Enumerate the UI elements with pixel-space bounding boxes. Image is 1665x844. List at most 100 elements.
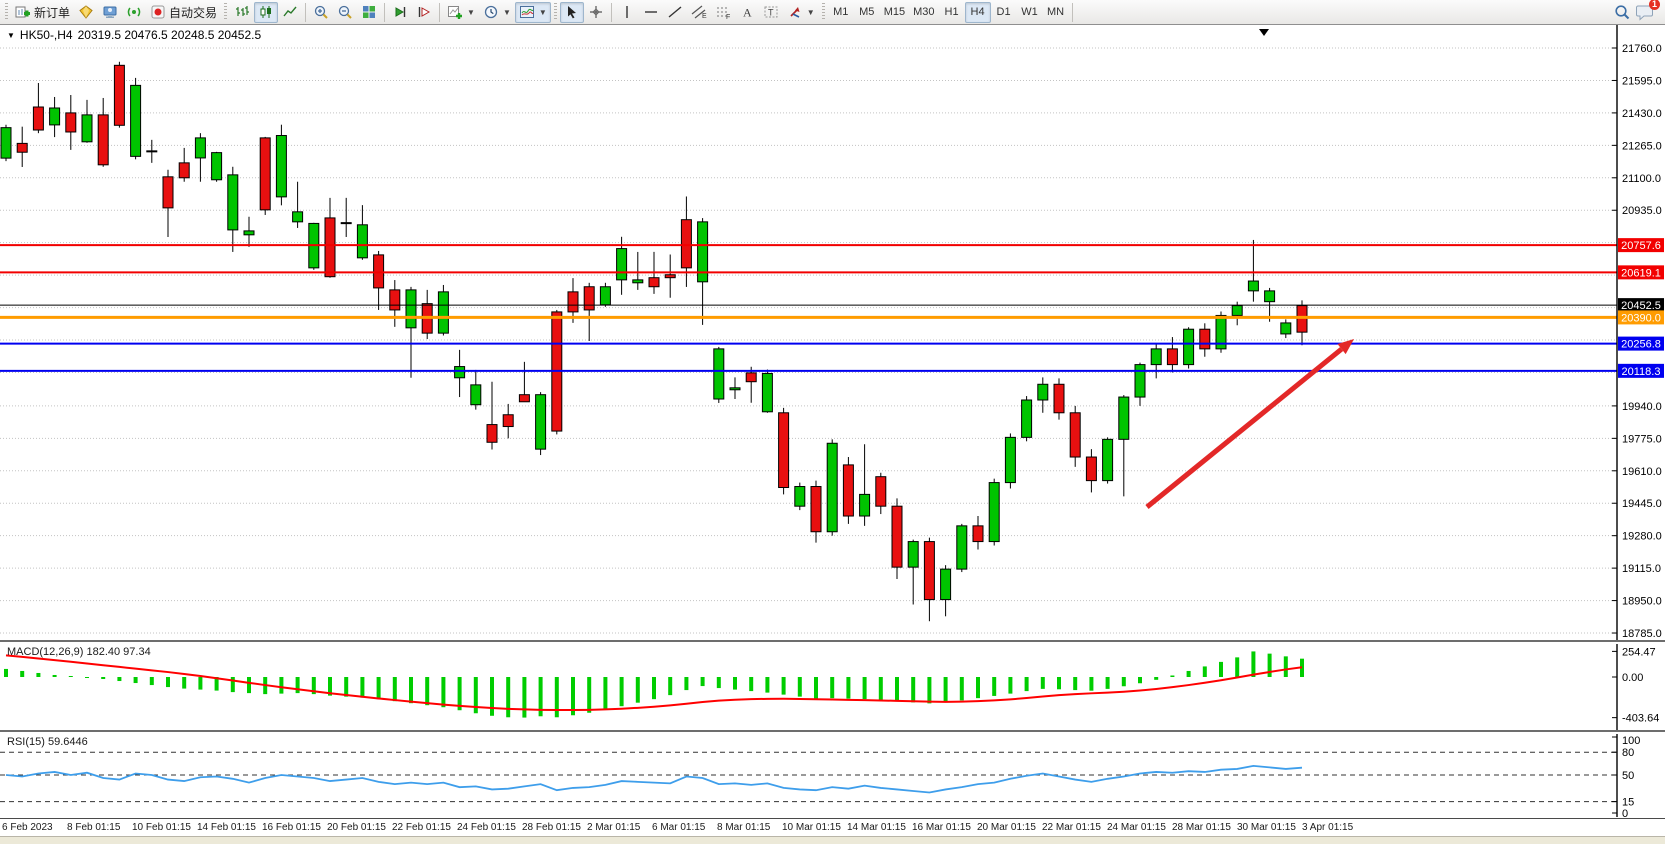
macd-histogram-bar bbox=[1138, 677, 1142, 684]
candle bbox=[810, 486, 822, 533]
zoom-out-button[interactable] bbox=[333, 2, 357, 23]
tile-windows-button[interactable] bbox=[357, 2, 381, 23]
macd-histogram-bar bbox=[619, 677, 624, 707]
candle bbox=[1264, 290, 1276, 303]
timeframe-button-m15[interactable]: M15 bbox=[880, 2, 909, 23]
timeframe-button-m1[interactable]: M1 bbox=[828, 2, 854, 23]
price-tick-label: 19610.0 bbox=[1622, 466, 1662, 478]
signals-button[interactable] bbox=[122, 2, 146, 23]
chart-ohlc-values: 20319.5 20476.5 20248.5 20452.5 bbox=[77, 28, 262, 42]
macd-histogram-bar bbox=[68, 675, 73, 677]
macd-histogram-bar bbox=[846, 677, 851, 699]
timeframe-button-mn[interactable]: MN bbox=[1043, 2, 1069, 23]
date-label: 8 Mar 01:15 bbox=[717, 822, 771, 833]
search-button[interactable] bbox=[1609, 2, 1635, 23]
vertical-line-button[interactable] bbox=[615, 2, 639, 23]
timeframe-button-w1[interactable]: W1 bbox=[1017, 2, 1043, 23]
candle bbox=[1231, 305, 1243, 316]
price-level-badge bbox=[1618, 238, 1664, 253]
trendline-button[interactable] bbox=[663, 2, 687, 23]
cursor-button[interactable] bbox=[559, 1, 584, 23]
macd-histogram-bar bbox=[959, 677, 964, 701]
macd-histogram-bar bbox=[344, 677, 349, 697]
candle bbox=[502, 414, 514, 428]
candle bbox=[1280, 322, 1292, 335]
auto-trading-button[interactable]: 自动交易 bbox=[146, 2, 221, 23]
macd-histogram-bar bbox=[830, 677, 835, 699]
equidistant-channel-icon: E bbox=[691, 4, 707, 20]
macd-histogram-bar bbox=[182, 677, 187, 689]
rsi-value: 59.6446 bbox=[47, 736, 88, 748]
candle bbox=[583, 286, 595, 311]
periods-button[interactable]: ▼ bbox=[479, 2, 515, 23]
macd-histogram-bar bbox=[1089, 677, 1094, 691]
fibonacci-button[interactable]: F bbox=[711, 2, 735, 23]
trend-arrow bbox=[1145, 347, 1344, 509]
candle bbox=[1118, 396, 1130, 440]
price-tick-label: 18950.0 bbox=[1622, 596, 1662, 608]
macd-histogram-bar bbox=[781, 677, 786, 695]
candle bbox=[130, 84, 142, 157]
line-chart-button[interactable] bbox=[278, 2, 302, 23]
macd-histogram-bar bbox=[1121, 677, 1126, 687]
candle bbox=[875, 476, 887, 507]
timeframe-button-m5[interactable]: M5 bbox=[854, 2, 880, 23]
zoom-in-button[interactable] bbox=[309, 2, 333, 23]
candle bbox=[907, 541, 919, 568]
candle bbox=[826, 442, 838, 533]
time-axis[interactable]: 6 Feb 2023 8 Feb 01:15 10 Feb 01:15 14 Feb … bbox=[0, 818, 1665, 837]
templates-button[interactable]: ▼ bbox=[514, 1, 551, 23]
macd-canvas[interactable]: 254.47 0.00 -403.64 bbox=[0, 644, 1665, 730]
text-label-button[interactable]: T bbox=[759, 2, 783, 23]
candle bbox=[1215, 314, 1227, 350]
channel-button[interactable]: E bbox=[687, 2, 711, 23]
mql5-community-button[interactable] bbox=[98, 2, 122, 23]
timeframe-button-h4[interactable]: H4 bbox=[964, 1, 991, 23]
candle bbox=[49, 107, 61, 126]
macd-histogram-bar bbox=[473, 677, 478, 714]
candle bbox=[745, 372, 757, 383]
candle bbox=[227, 174, 239, 231]
candle bbox=[778, 412, 790, 489]
price-level-badge bbox=[1618, 265, 1664, 280]
macd-histogram-bar bbox=[1040, 677, 1045, 689]
candle bbox=[518, 394, 530, 403]
main-chart-panel: 21760.0 21595.0 21430.0 21265.0 21100.0 20935… bbox=[0, 25, 1665, 642]
timeframe-button-d1[interactable]: D1 bbox=[991, 2, 1017, 23]
toolbar-grip[interactable] bbox=[224, 3, 228, 21]
main-chart-canvas[interactable]: 21760.0 21595.0 21430.0 21265.0 21100.0 20935… bbox=[0, 25, 1665, 640]
text-button[interactable]: A bbox=[735, 2, 759, 23]
candle bbox=[956, 525, 968, 570]
timeframe-button-h1[interactable]: H1 bbox=[939, 2, 965, 23]
candle bbox=[275, 135, 287, 198]
horizontal-line-button[interactable] bbox=[639, 2, 663, 23]
arrows-button[interactable]: ▼ bbox=[783, 2, 819, 23]
macd-histogram-bar bbox=[425, 677, 430, 706]
bar-chart-button[interactable] bbox=[230, 2, 254, 23]
svg-text:E: E bbox=[702, 13, 707, 20]
macd-histogram-bar bbox=[133, 677, 138, 684]
date-label: 2 Mar 01:15 bbox=[587, 822, 641, 833]
price-tick-label: 19775.0 bbox=[1622, 433, 1662, 445]
macd-scale-label: -403.64 bbox=[1622, 713, 1659, 725]
new-order-button[interactable]: 新订单 bbox=[11, 2, 74, 23]
auto-scroll-button[interactable] bbox=[388, 2, 412, 23]
toolbar-grip[interactable] bbox=[553, 3, 557, 21]
market-watch-button[interactable] bbox=[74, 2, 98, 23]
date-label: 10 Feb 01:15 bbox=[132, 822, 191, 833]
macd-panel: 254.47 0.00 -403.64 MACD(12,26,9) 182.40 9… bbox=[0, 644, 1665, 732]
candlestick-chart-button[interactable] bbox=[254, 1, 279, 23]
macd-histogram-bar bbox=[976, 677, 980, 699]
indicators-button[interactable]: ▼ bbox=[443, 2, 479, 23]
timeframe-button-m30[interactable]: M30 bbox=[909, 2, 938, 23]
candle bbox=[486, 424, 498, 443]
crosshair-button[interactable] bbox=[584, 2, 608, 23]
toolbar-grip[interactable] bbox=[5, 3, 8, 21]
collapse-triangle-icon[interactable]: ▼ bbox=[7, 30, 15, 40]
chart-shift-button[interactable] bbox=[412, 2, 436, 23]
candle bbox=[146, 150, 158, 153]
notifications-button[interactable]: 1 bbox=[1635, 0, 1660, 22]
candle bbox=[1166, 348, 1178, 366]
toolbar-grip[interactable] bbox=[821, 3, 825, 21]
